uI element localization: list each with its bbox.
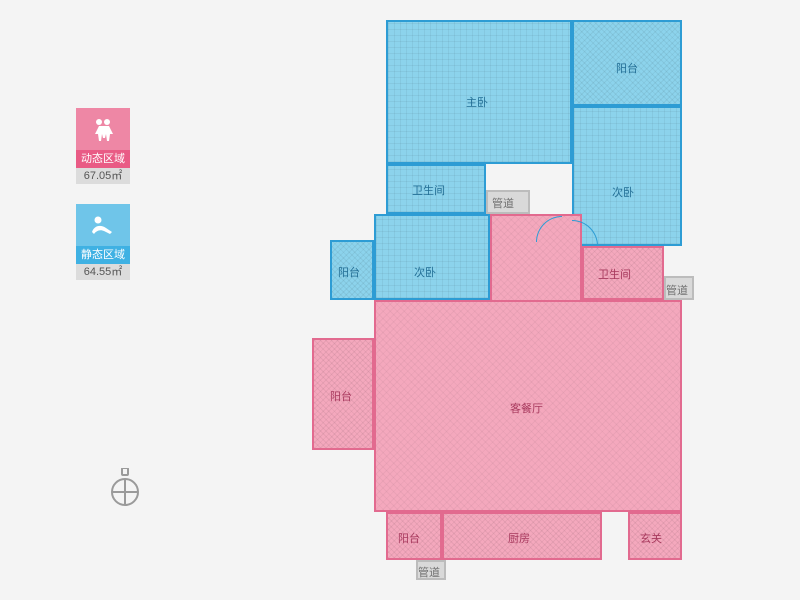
static-zone-title: 静态区域 xyxy=(76,246,130,264)
room-balcony-ne xyxy=(572,20,682,106)
room-secondary-br-w xyxy=(374,214,490,300)
dynamic-zone-value: 67.05㎡ xyxy=(76,168,130,184)
room-kitchen xyxy=(442,512,602,560)
room-bathroom-2 xyxy=(582,246,664,300)
room-living-dining xyxy=(374,300,682,512)
compass-icon xyxy=(108,468,142,513)
room-pipe-1 xyxy=(486,190,530,214)
room-balcony-s xyxy=(386,512,442,560)
dynamic-zone-icon xyxy=(76,108,130,150)
room-balcony-w2 xyxy=(312,338,374,450)
room-pipe-2 xyxy=(664,276,694,300)
static-zone-icon xyxy=(76,204,130,246)
static-zone-value: 64.55㎡ xyxy=(76,264,130,280)
floorplan: 主卧阳台卫生间管道次卧阳台次卧卫生间管道阳台客餐厅阳台厨房管道玄关 xyxy=(312,20,710,580)
room-bathroom-1 xyxy=(386,164,486,214)
dynamic-zone-title: 动态区域 xyxy=(76,150,130,168)
room-pipe-3 xyxy=(416,560,446,580)
room-entrance xyxy=(628,512,682,560)
room-balcony-w1 xyxy=(330,240,374,300)
room-master-bedroom xyxy=(386,20,572,164)
room-living-ext xyxy=(490,214,582,302)
